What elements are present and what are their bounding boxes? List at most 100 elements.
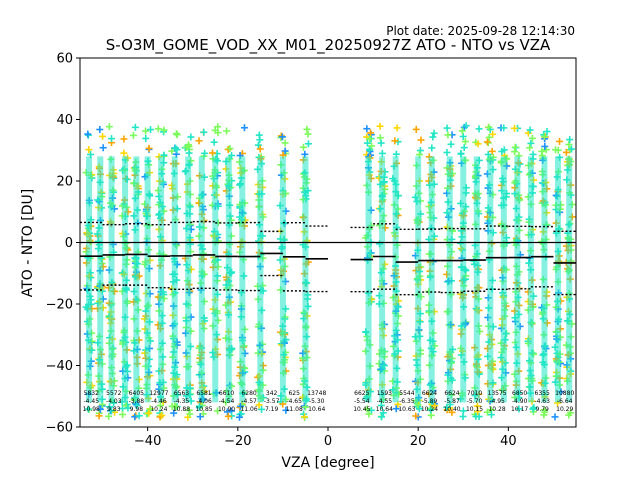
- scatter-point: [186, 410, 194, 418]
- scatter-point: [301, 413, 309, 421]
- scatter-point: [182, 143, 190, 151]
- bin-count-label: 5544: [399, 390, 414, 397]
- scatter-point: [147, 126, 155, 134]
- scatter-point: [196, 402, 204, 410]
- bin-count-label: 10880: [555, 390, 574, 397]
- scatter-point: [474, 408, 482, 416]
- scatter-point: [120, 149, 128, 157]
- x-tick-label: 0: [324, 434, 332, 449]
- scatter-point: [511, 143, 519, 151]
- plot-date: Plot date: 2025-09-28 12:14:30: [386, 24, 575, 38]
- scatter-point: [457, 150, 465, 158]
- y-tick-label: 20: [56, 175, 73, 190]
- scatter-point: [142, 134, 150, 142]
- scatter-point: [96, 126, 104, 134]
- scatter-point: [173, 131, 181, 139]
- scatter-point: [185, 149, 193, 157]
- scatter-column-core: [473, 156, 480, 403]
- scatter-point: [428, 144, 436, 152]
- scatter-point: [158, 411, 166, 419]
- scatter-point: [417, 136, 425, 144]
- scatter-point: [365, 146, 373, 154]
- scatter-point: [526, 126, 534, 134]
- bin-count-label: 7010: [467, 390, 482, 397]
- bin-std-label: 10.17: [511, 406, 528, 413]
- scatter-point: [444, 131, 452, 139]
- scatter-point: [142, 127, 150, 135]
- scatter-column-core: [446, 156, 453, 403]
- bin-mean-label: -4.90: [512, 398, 528, 405]
- scatter-point: [391, 137, 399, 145]
- scatter-column-core: [185, 156, 192, 403]
- scatter-point: [105, 412, 113, 420]
- bin-mean-label: -6.35: [399, 398, 415, 405]
- scatter-point: [379, 409, 387, 417]
- scatter-column-core: [108, 156, 115, 403]
- scatter-point: [303, 125, 311, 133]
- bin-mean-label: -6.64: [557, 398, 573, 405]
- bin-std-label: 11.08: [286, 406, 303, 413]
- scatter-point: [528, 134, 536, 142]
- scatter-point: [430, 129, 438, 137]
- bin-std-label: 10.29: [556, 406, 573, 413]
- scatter-point: [510, 124, 518, 132]
- scatter-point: [172, 144, 180, 152]
- scatter-column-core: [239, 156, 246, 403]
- scatter-point: [527, 139, 535, 147]
- scatter-point: [154, 125, 162, 133]
- bin-mean-label: -4.57: [241, 398, 257, 405]
- scatter-point: [145, 409, 153, 417]
- bin-mean-label: -4.65: [286, 398, 302, 405]
- scatter-point: [99, 132, 107, 140]
- scatter-column-core: [97, 156, 104, 403]
- bin-count-label: 5832: [84, 390, 99, 397]
- bin-mean-label: -4.46: [151, 398, 167, 405]
- scatter-column-core: [566, 156, 573, 403]
- scatter-point: [378, 149, 386, 157]
- scatter-point: [378, 413, 386, 421]
- bin-mean-label: -4.06: [196, 398, 212, 405]
- scatter-column-core: [428, 156, 435, 403]
- scatter-point: [107, 407, 115, 415]
- scatter-point: [95, 412, 103, 420]
- scatter-point: [131, 123, 139, 131]
- scatter-point: [214, 123, 222, 131]
- scatter-point: [300, 402, 308, 410]
- scatter-point: [210, 138, 218, 146]
- bin-mean-label: -4.55: [377, 398, 393, 405]
- scatter-point: [500, 124, 508, 132]
- scatter-point: [168, 402, 176, 410]
- scatter-point: [377, 401, 385, 409]
- bin-std-label: 10.63: [398, 406, 415, 413]
- x-axis: −40 −20 0 20 40: [134, 427, 517, 449]
- scatter-point: [461, 138, 469, 146]
- x-tick-label: 40: [500, 434, 517, 449]
- bin-count-label: 13575: [488, 390, 507, 397]
- scatter-point: [200, 128, 208, 136]
- scatter-point: [187, 133, 195, 141]
- bin-count-label: 12977: [149, 390, 168, 397]
- scatter-point: [160, 126, 168, 134]
- bin-count-label: 1593: [377, 390, 392, 397]
- bin-statistic-lines: [80, 220, 576, 296]
- scatter-column-core: [487, 156, 494, 403]
- bin-count-label: 6355: [535, 390, 550, 397]
- scatter-point: [427, 406, 435, 414]
- y-tick-label: 40: [56, 113, 73, 128]
- bin-count-label: 6581: [196, 390, 211, 397]
- scatter-point: [542, 146, 550, 154]
- scatter-column-core: [133, 156, 140, 403]
- bin-mean-label: -4.45: [84, 398, 100, 405]
- scatter-point: [145, 144, 153, 152]
- bin-std-label: 10.24: [421, 406, 438, 413]
- scatter-column-core: [158, 156, 165, 403]
- scatter-column-core: [379, 156, 386, 403]
- scatter-point: [119, 410, 127, 418]
- bin-count-label: 13748: [307, 390, 326, 397]
- scatter-point: [416, 147, 424, 155]
- bin-std-label: 10.28: [488, 406, 505, 413]
- scatter-point: [304, 130, 312, 138]
- scatter-point: [214, 129, 222, 137]
- scatter-point: [214, 407, 222, 415]
